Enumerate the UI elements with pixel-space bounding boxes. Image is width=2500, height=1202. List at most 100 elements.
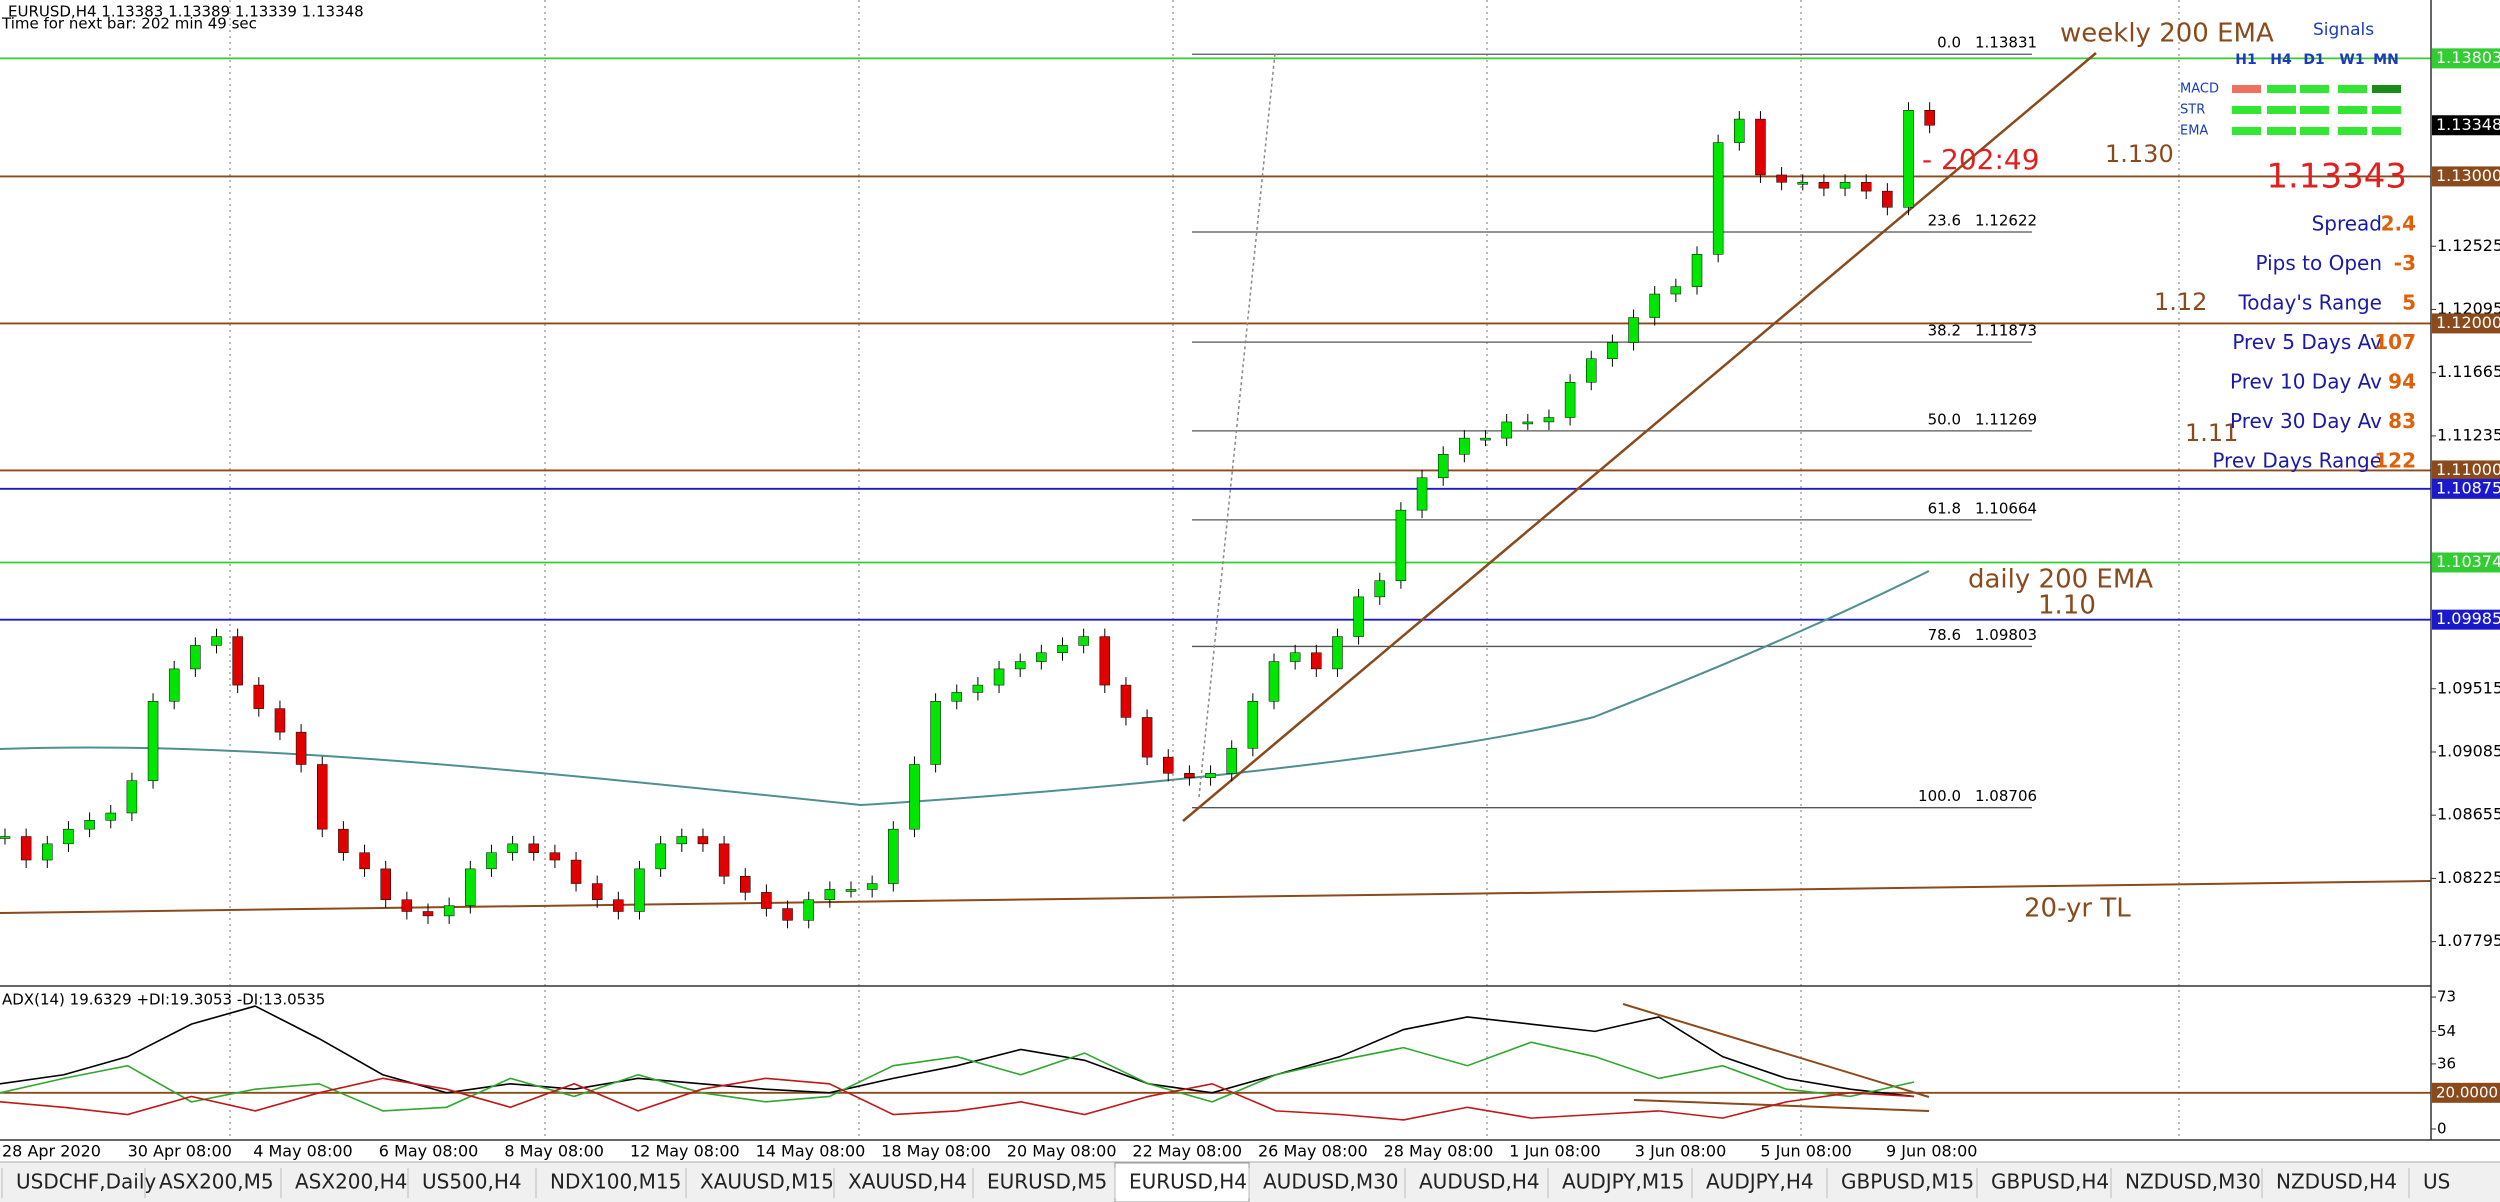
grid [0, 0, 2436, 1140]
candle-body [486, 852, 497, 870]
level-label: 1.13348 [2436, 115, 2500, 134]
tab[interactable]: XAUUSD,H4 [848, 1170, 967, 1194]
candle-body [1416, 477, 1428, 511]
tab[interactable]: NZDUSD,H4 [2276, 1170, 2397, 1194]
time-label: 14 May 08:00 [756, 1142, 866, 1161]
adx-level-label: 20.0000 [2436, 1083, 2498, 1101]
candle-body [1734, 118, 1745, 143]
candle-body [1395, 509, 1407, 581]
adx-line [0, 1005, 1915, 1098]
tab[interactable]: USDCHF,Daily [16, 1170, 156, 1194]
candle-body [1332, 636, 1343, 670]
signal-row-label: MACD [2180, 82, 2219, 97]
adx-label: ADX(14) 19.6329 +DI:19.3053 -DI:13.0535 [2, 991, 325, 1009]
time-label: 3 Jun 08:00 [1635, 1142, 1726, 1161]
candle-body [1289, 652, 1301, 662]
tab[interactable]: ASX200,H4 [295, 1170, 407, 1194]
info-label: Prev Days Range [2212, 449, 2382, 473]
candle-body [1649, 293, 1660, 318]
fib-level: 100.0 [1918, 787, 1961, 805]
candle-body [824, 889, 836, 900]
candle-body [1247, 701, 1259, 749]
tab[interactable]: NDX100,M15 [550, 1170, 681, 1194]
price-tick-label: 1.12525 [2437, 236, 2500, 255]
candle-body [126, 780, 138, 814]
candle-body [909, 764, 920, 830]
candle-body [591, 883, 603, 900]
candle-body [1903, 110, 1914, 208]
chart-marks [0, 52, 2432, 1121]
level-label-box [2432, 115, 2500, 136]
tab[interactable]: US500,H4 [422, 1170, 522, 1194]
candle-body [1543, 417, 1555, 423]
signal-indicator [2372, 106, 2401, 114]
signal-timeframe: D1 [2303, 52, 2324, 68]
current-price: 1.13343 [2266, 157, 2407, 197]
candle-body [972, 684, 984, 693]
level-label-box [2432, 609, 2500, 630]
adx-tick-label: 36 [2437, 1054, 2456, 1072]
tab[interactable]: AUDUSD,H4 [1419, 1170, 1540, 1194]
info-label: Spread [2312, 212, 2382, 236]
tab[interactable]: AUDJPY,H4 [1706, 1170, 1814, 1194]
price-tick-label: 1.07795 [2437, 931, 2500, 950]
info-label: Pips to Open [2255, 251, 2382, 275]
level-label-box [2432, 313, 2500, 334]
candle-body [1924, 110, 1935, 126]
info-label: Prev 5 Days Av [2232, 330, 2382, 354]
tab[interactable]: AUDJPY,M15 [1562, 1170, 1685, 1194]
tab[interactable]: US [2423, 1170, 2450, 1194]
candle-body [338, 828, 349, 853]
level-label: 1.10374 [2436, 552, 2500, 571]
info-label: Prev 30 Day Av [2230, 409, 2382, 433]
candle-body [1882, 190, 1893, 208]
candle-body [1712, 142, 1724, 255]
tab[interactable]: GBPUSD,M15 [1841, 1170, 1974, 1194]
candle-body [1437, 454, 1449, 479]
signal-indicator [2338, 106, 2367, 114]
adx-line [0, 1077, 1915, 1121]
tab[interactable]: NZDUSD,M30 [2125, 1170, 2261, 1194]
level-annotation: 1.12 [2154, 288, 2207, 316]
tab[interactable]: XAUUSD,M15 [700, 1170, 834, 1194]
signal-row-label: STR [2180, 103, 2205, 118]
timer-annotation: - 202:49 [1922, 143, 2040, 176]
candle-body [443, 905, 455, 917]
level-label-box [2432, 478, 2500, 499]
candle-body [232, 636, 243, 686]
candle-body [274, 708, 286, 733]
candle-body [718, 843, 730, 877]
fib-level: 50.0 [1928, 410, 1961, 428]
time-label: 6 May 08:00 [379, 1142, 479, 1161]
tab[interactable]: GBPUSD,H4 [1991, 1170, 2109, 1194]
tab[interactable]: ASX200,M5 [159, 1170, 274, 1194]
level-label: 1.13803 [2436, 48, 2500, 67]
signal-row-label: EMA [2180, 124, 2208, 139]
level-label: 1.11000 [2436, 460, 2500, 479]
candle-body [1353, 596, 1364, 637]
tab[interactable]: EURUSD,M5 [987, 1170, 1107, 1194]
time-label: 28 Apr 2020 [2, 1142, 101, 1161]
candle-body [740, 875, 751, 893]
candle-body [1205, 773, 1216, 778]
candle-body [676, 836, 688, 845]
signal-indicator [2232, 127, 2261, 135]
signal-timeframe: H1 [2235, 52, 2256, 68]
level-annotation: 1.10 [2038, 591, 2096, 621]
tab-bar [0, 1162, 2500, 1202]
tab[interactable]: EURUSD,H4 [1129, 1170, 1247, 1194]
info-value: 2.4 [2381, 212, 2416, 236]
fib-level: 38.2 [1928, 322, 1961, 340]
tab[interactable]: AUDUSD,M30 [1263, 1170, 1399, 1194]
candle-body [1374, 580, 1385, 598]
price-tick-label: 1.09515 [2437, 678, 2500, 697]
candle-body [1797, 182, 1808, 185]
candle-body [63, 828, 74, 845]
adx-tick-label: 73 [2437, 988, 2456, 1006]
candle-body [1860, 182, 1872, 192]
signal-indicator [2338, 85, 2367, 93]
trend-line [1182, 52, 2097, 822]
info-value: 5 [2402, 291, 2416, 315]
signal-indicator [2338, 127, 2367, 135]
candle-body [401, 899, 413, 912]
